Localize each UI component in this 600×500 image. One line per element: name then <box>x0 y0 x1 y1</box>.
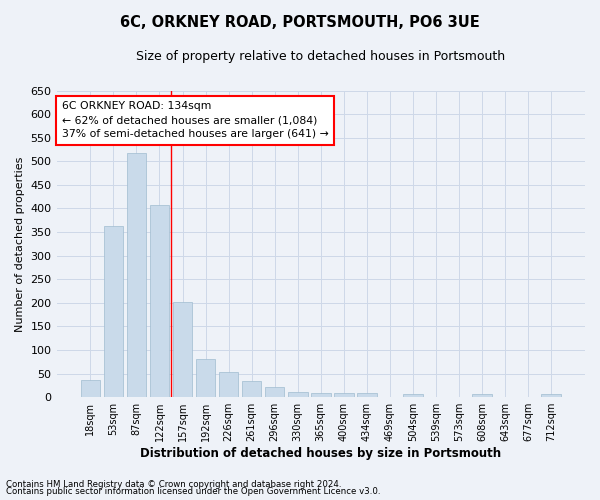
Bar <box>242 381 262 397</box>
Bar <box>334 393 353 397</box>
Bar <box>311 393 331 397</box>
Bar <box>288 392 308 397</box>
Bar <box>265 388 284 397</box>
Text: Contains public sector information licensed under the Open Government Licence v3: Contains public sector information licen… <box>6 487 380 496</box>
Bar <box>127 154 146 397</box>
Bar <box>173 302 193 397</box>
Text: Contains HM Land Registry data © Crown copyright and database right 2024.: Contains HM Land Registry data © Crown c… <box>6 480 341 489</box>
X-axis label: Distribution of detached houses by size in Portsmouth: Distribution of detached houses by size … <box>140 447 502 460</box>
Bar <box>219 372 238 397</box>
Text: 6C, ORKNEY ROAD, PORTSMOUTH, PO6 3UE: 6C, ORKNEY ROAD, PORTSMOUTH, PO6 3UE <box>120 15 480 30</box>
Title: Size of property relative to detached houses in Portsmouth: Size of property relative to detached ho… <box>136 50 505 63</box>
Bar <box>472 394 492 397</box>
Y-axis label: Number of detached properties: Number of detached properties <box>15 156 25 332</box>
Bar <box>80 380 100 397</box>
Bar <box>541 394 561 397</box>
Bar <box>104 226 123 397</box>
Text: 6C ORKNEY ROAD: 134sqm
← 62% of detached houses are smaller (1,084)
37% of semi-: 6C ORKNEY ROAD: 134sqm ← 62% of detached… <box>62 102 329 140</box>
Bar <box>403 394 423 397</box>
Bar <box>196 358 215 397</box>
Bar <box>357 393 377 397</box>
Bar <box>149 204 169 397</box>
